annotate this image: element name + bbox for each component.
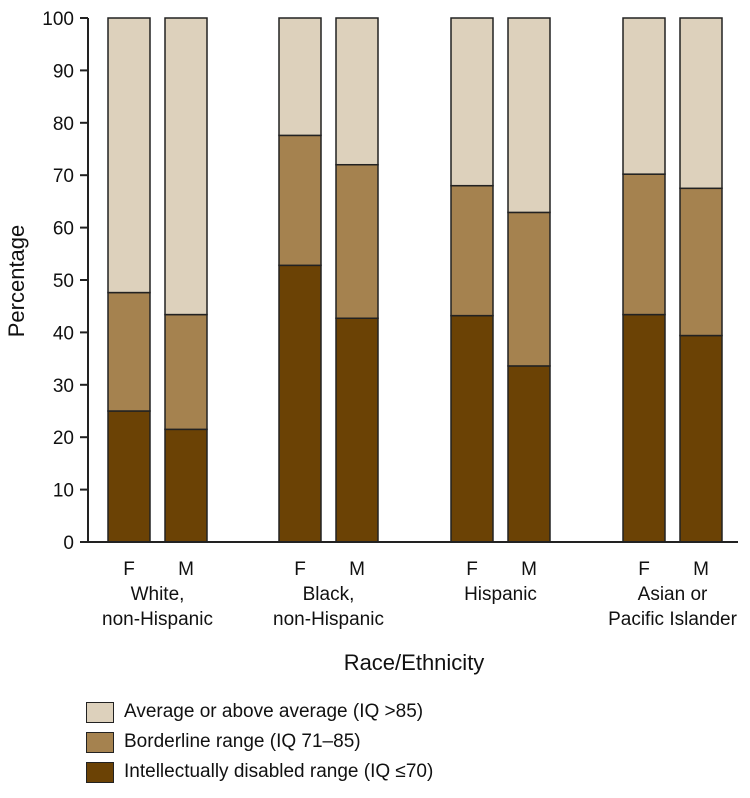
bar-segment bbox=[278, 134, 322, 267]
y-tick-label: 0 bbox=[63, 533, 74, 554]
bar-segment bbox=[622, 173, 666, 316]
bar-segment bbox=[450, 184, 494, 317]
legend-swatch bbox=[86, 731, 114, 753]
legend-label: Average or above average (IQ >85) bbox=[124, 701, 424, 722]
bar-segment bbox=[335, 17, 379, 166]
stacked-bar-chart: 0 10 20 30 40 50 60 70 80 90 100 F M F M F M F M White, non… bbox=[4, 9, 738, 675]
y-tick-label: 80 bbox=[53, 114, 74, 135]
y-tick-label: 70 bbox=[53, 166, 74, 187]
y-tick-label: 90 bbox=[53, 61, 74, 82]
x-tick-label: M bbox=[349, 559, 365, 580]
bar-segment bbox=[679, 187, 723, 337]
x-tick-label: F bbox=[638, 559, 650, 580]
group-label: Hispanic bbox=[464, 584, 537, 605]
legend-label: Intellectually disabled range (IQ ≤70) bbox=[124, 761, 434, 782]
y-tick-label: 100 bbox=[42, 9, 74, 30]
y-tick-label: 50 bbox=[53, 271, 74, 292]
legend-item: Average or above average (IQ >85) bbox=[86, 697, 433, 727]
chart-legend: Average or above average (IQ >85) Borderl… bbox=[86, 697, 433, 787]
x-tick-label: M bbox=[521, 559, 537, 580]
legend-item: Borderline range (IQ 71–85) bbox=[86, 727, 433, 757]
legend-swatch bbox=[86, 701, 114, 723]
bar-segment bbox=[507, 211, 551, 367]
bar-segment bbox=[622, 17, 666, 175]
bar-segment bbox=[107, 17, 151, 294]
bar-segment bbox=[278, 17, 322, 137]
y-tick-label: 60 bbox=[53, 219, 74, 240]
legend-item: Intellectually disabled range (IQ ≤70) bbox=[86, 757, 433, 787]
x-tick-label: F bbox=[123, 559, 135, 580]
x-tick-label: M bbox=[693, 559, 709, 580]
y-tick-label: 10 bbox=[53, 481, 74, 502]
bar-segment bbox=[679, 334, 723, 543]
x-tick-label: M bbox=[178, 559, 194, 580]
bar-segment bbox=[164, 313, 208, 431]
bar-segment bbox=[335, 317, 379, 543]
y-tick-label: 40 bbox=[53, 323, 74, 344]
x-tick-label: F bbox=[466, 559, 478, 580]
bar-segment bbox=[164, 428, 208, 543]
bar-segment bbox=[335, 163, 379, 320]
y-tick-label: 20 bbox=[53, 428, 74, 449]
legend-label: Borderline range (IQ 71–85) bbox=[124, 731, 361, 752]
bar-segment bbox=[507, 17, 551, 214]
bar-segment bbox=[164, 17, 208, 316]
y-axis-title: Percentage bbox=[4, 225, 29, 338]
bar-segment bbox=[107, 410, 151, 543]
group-label: Asian or Pacific Islander bbox=[608, 584, 738, 630]
bar-segment bbox=[450, 314, 494, 543]
x-axis-title: Race/Ethnicity bbox=[344, 650, 485, 675]
group-label: White, non-Hispanic bbox=[102, 584, 213, 630]
bar-segment bbox=[450, 17, 494, 187]
bar-segment bbox=[107, 291, 151, 412]
bar-segment bbox=[622, 313, 666, 543]
legend-swatch bbox=[86, 761, 114, 783]
bar-segment bbox=[507, 365, 551, 543]
bar-segment bbox=[278, 264, 322, 543]
bar-segment bbox=[679, 17, 723, 190]
group-label: Black, non-Hispanic bbox=[273, 584, 384, 630]
x-tick-label: F bbox=[294, 559, 306, 580]
y-tick-label: 30 bbox=[53, 376, 74, 397]
